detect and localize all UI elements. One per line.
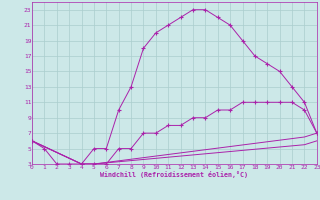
X-axis label: Windchill (Refroidissement éolien,°C): Windchill (Refroidissement éolien,°C) <box>100 171 248 178</box>
